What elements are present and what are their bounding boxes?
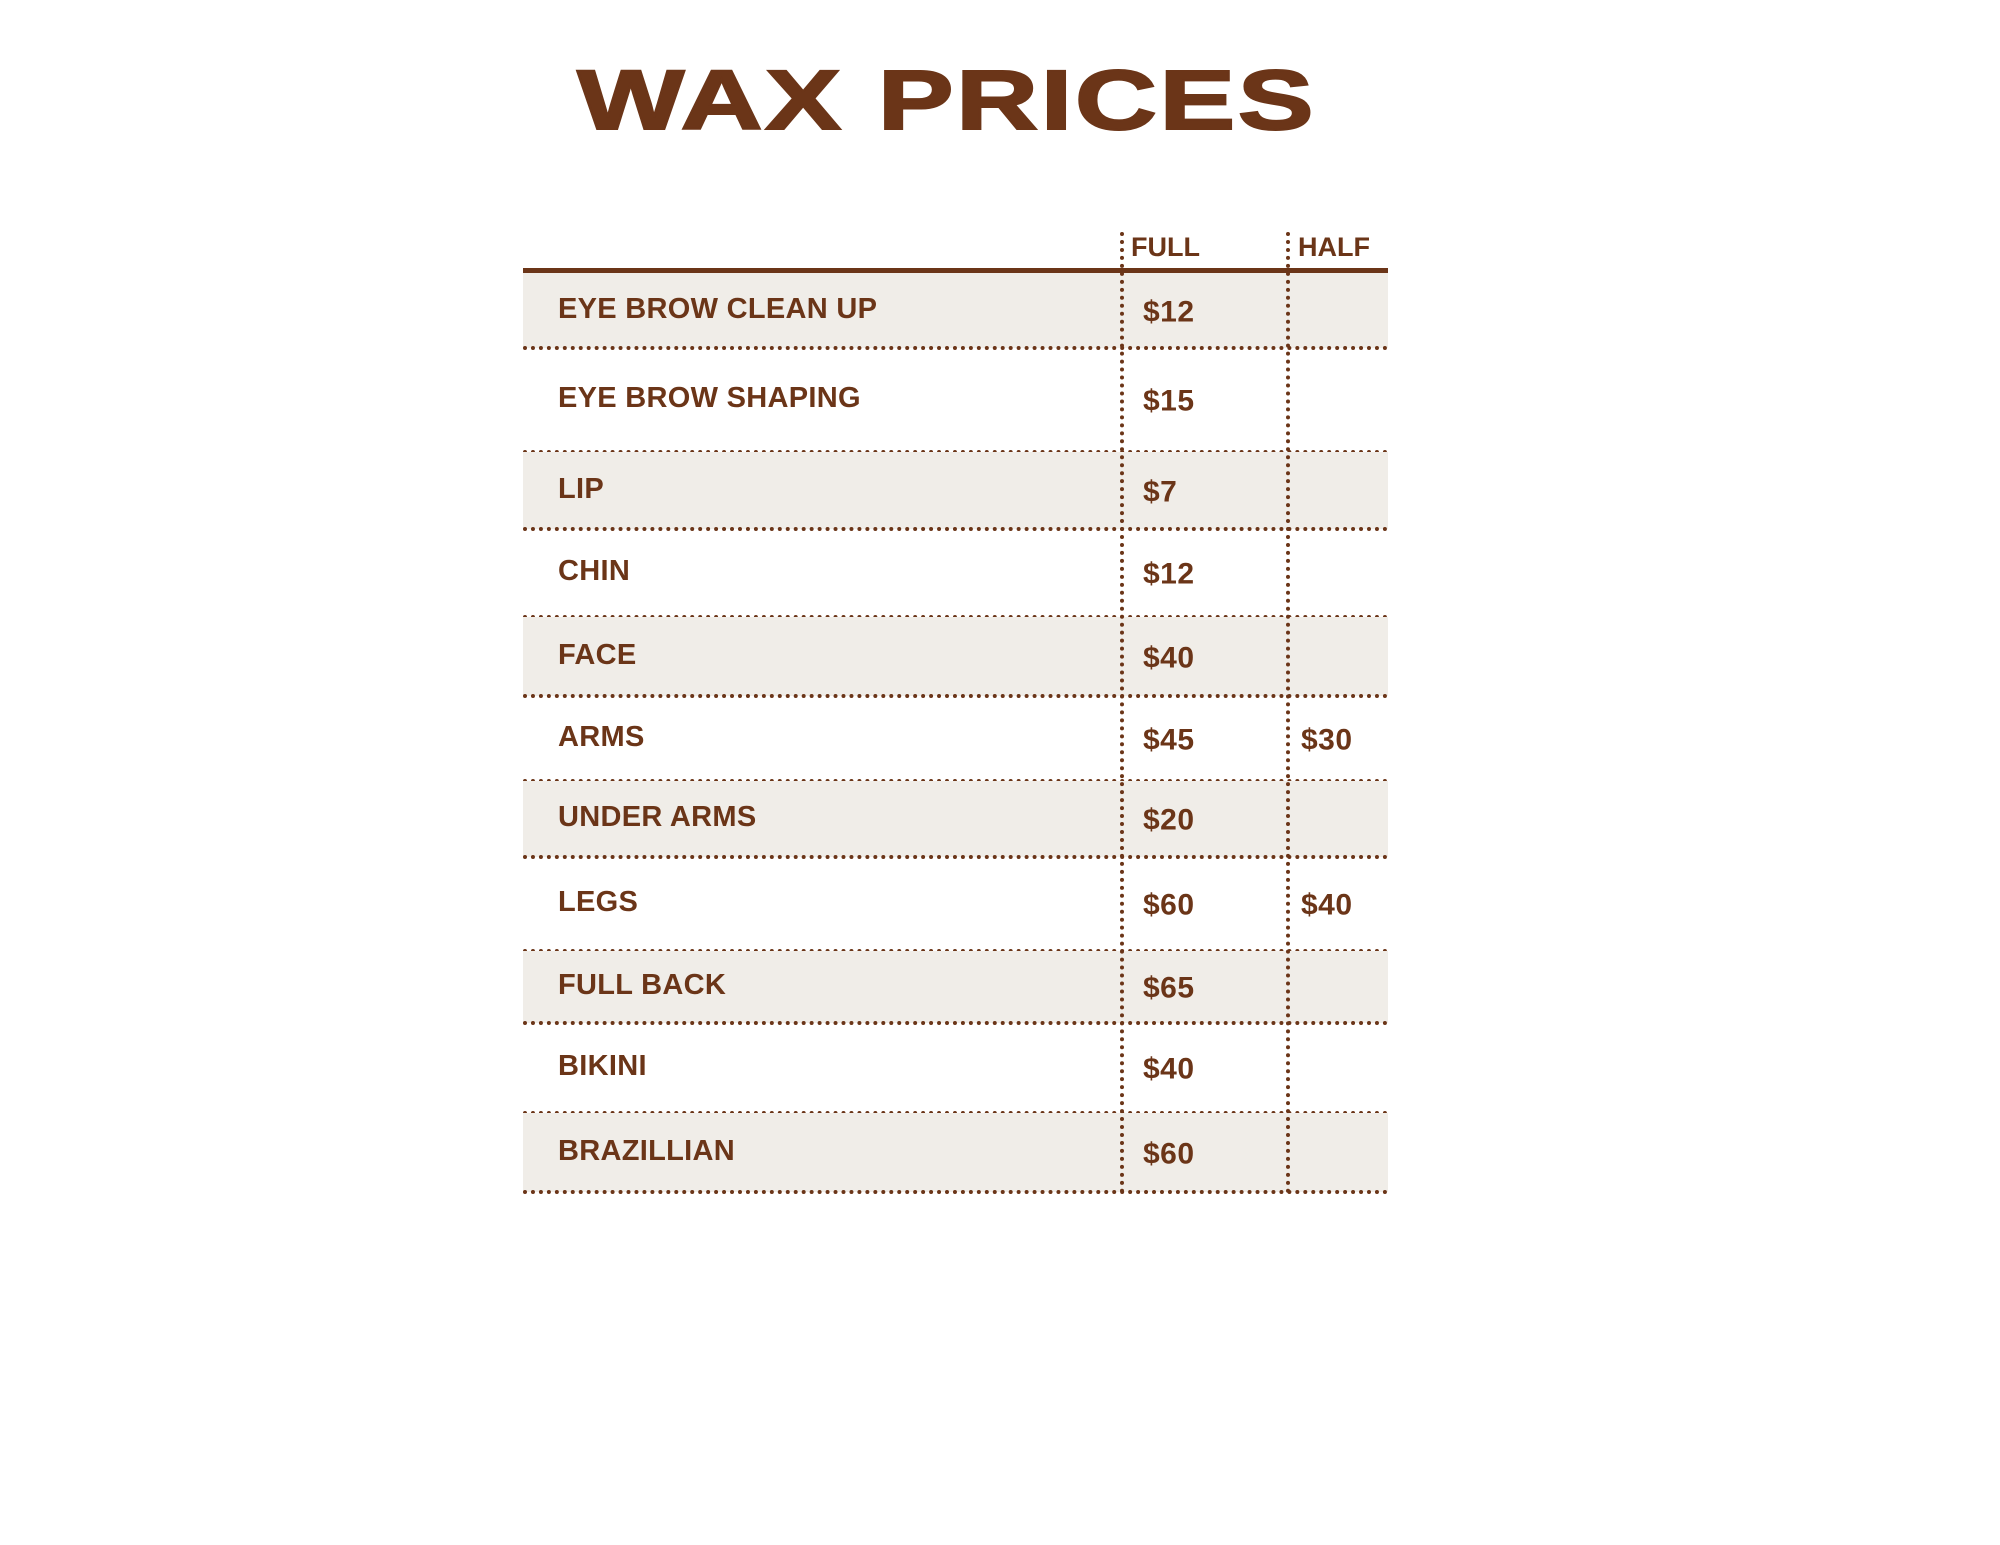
column-header-half: HALF: [1298, 232, 1370, 262]
table-row: EYE BROW CLEAN UP $12: [523, 273, 1388, 350]
service-name: LEGS: [558, 885, 639, 918]
half-price: $40: [1301, 888, 1353, 922]
full-price: $15: [1143, 384, 1195, 418]
service-name: BRAZILLIAN: [558, 1134, 735, 1167]
row-divider: [523, 527, 1388, 531]
full-price: $60: [1143, 888, 1195, 922]
header-divider: [523, 268, 1388, 273]
full-price: $45: [1143, 723, 1195, 757]
full-price: $60: [1143, 1137, 1195, 1171]
full-price: $12: [1143, 557, 1195, 591]
table-row: EYE BROW SHAPING $15: [523, 348, 1388, 454]
column-divider-full: [1120, 232, 1124, 1194]
row-divider: [523, 855, 1388, 859]
service-name: EYE BROW SHAPING: [558, 381, 861, 414]
table-row: UNDER ARMS $20: [523, 781, 1388, 859]
full-price: $12: [1143, 295, 1195, 329]
row-divider: [523, 346, 1388, 350]
service-name: CHIN: [558, 554, 631, 587]
column-divider-half: [1286, 232, 1290, 1194]
full-price: $40: [1143, 1052, 1195, 1086]
row-divider: [523, 1190, 1388, 1194]
full-price: $7: [1143, 475, 1178, 509]
row-divider: [523, 1021, 1388, 1025]
table-row: FACE $40: [523, 617, 1388, 698]
service-name: BIKINI: [558, 1049, 647, 1082]
service-name: FULL BACK: [558, 968, 727, 1001]
page-title: WAX PRICES: [576, 53, 1317, 147]
full-price: $40: [1143, 641, 1195, 675]
table-row: FULL BACK $65: [523, 951, 1388, 1025]
service-name: FACE: [558, 638, 637, 671]
table-row: LEGS $60 $40: [523, 857, 1388, 953]
row-divider: [523, 694, 1388, 698]
table-row: CHIN $12: [523, 529, 1388, 619]
half-price: $30: [1301, 723, 1353, 757]
service-name: EYE BROW CLEAN UP: [558, 292, 878, 325]
table-row: BRAZILLIAN $60: [523, 1113, 1388, 1194]
service-name: ARMS: [558, 720, 645, 753]
service-name: UNDER ARMS: [558, 800, 757, 833]
table-row: ARMS $45 $30: [523, 696, 1388, 783]
column-header-full: FULL: [1131, 232, 1200, 262]
full-price: $20: [1143, 803, 1195, 837]
service-name: LIP: [558, 472, 605, 505]
full-price: $65: [1143, 971, 1195, 1005]
table-row: LIP $7: [523, 452, 1388, 531]
table-row: BIKINI $40: [523, 1023, 1388, 1115]
